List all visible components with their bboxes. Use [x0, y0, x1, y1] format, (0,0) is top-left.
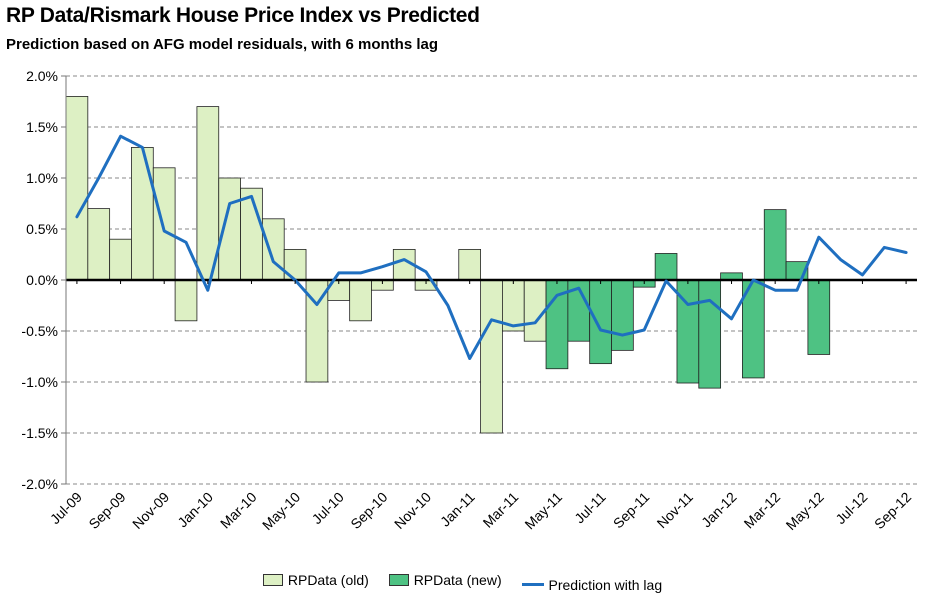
bar-old [523, 279, 547, 342]
legend-swatch-prediction [521, 583, 544, 586]
x-tick-label: Mar-12 [741, 489, 784, 532]
x-tick-label: Jul-10 [309, 489, 347, 527]
x-tick-label: May-12 [783, 489, 827, 533]
x-tick-label: Jul-11 [571, 489, 609, 527]
chart-subtitle: Prediction based on AFG model residuals,… [6, 36, 439, 53]
y-tick-label: -0.5% [21, 323, 58, 339]
bar-old [261, 218, 285, 281]
x-tick-label: Jul-09 [47, 489, 85, 527]
x-tick-label: Jan-10 [174, 489, 216, 531]
y-tick-label: 2.0% [26, 68, 58, 84]
y-tick-label: 1.5% [26, 119, 58, 135]
y-tick-label: 0.5% [26, 221, 58, 237]
bar-new [763, 209, 787, 281]
bar-old [174, 279, 198, 322]
bar-old [87, 208, 111, 281]
legend-item-new: RPData (new) [388, 572, 502, 588]
x-tick-label: Mar-10 [217, 489, 260, 532]
x-tick-label: Mar-11 [480, 489, 522, 531]
prediction-line [75, 134, 908, 360]
bar-new [589, 279, 612, 365]
chart-title: RP Data/Rismark House Price Index vs Pre… [6, 4, 480, 27]
legend-swatch-new [388, 574, 409, 586]
legend-label-new: RPData (new) [413, 572, 502, 588]
y-tick-label: -2.0% [21, 476, 58, 492]
legend-label-old: RPData (old) [287, 572, 369, 588]
bar-old [152, 167, 176, 281]
x-tick-label: Sep-11 [610, 489, 653, 532]
x-tick-label: Nov-09 [129, 489, 172, 532]
y-tick-label: -1.0% [21, 374, 58, 390]
x-tick-label: Jan-11 [437, 489, 478, 530]
x-tick-label: Sep-09 [85, 489, 128, 532]
y-tick-label: -1.5% [21, 425, 58, 441]
x-tick-label: Sep-12 [871, 489, 914, 532]
y-tick-label: 1.0% [26, 170, 58, 186]
x-tick-label: May-10 [259, 489, 303, 533]
legend-swatch-old [262, 574, 283, 586]
x-tick-label: Sep-10 [347, 489, 390, 532]
legend-item-old: RPData (old) [262, 572, 369, 588]
bar-old [109, 238, 132, 281]
bar-old [349, 279, 372, 322]
legend: RPData (old) RPData (new) Prediction wit… [0, 572, 925, 593]
bar-old [480, 279, 503, 434]
x-tick-label: Nov-11 [654, 489, 697, 532]
bar-new [611, 279, 634, 351]
bar-new [807, 279, 831, 355]
legend-label-prediction: Prediction with lag [548, 576, 663, 593]
bar-old [240, 187, 263, 281]
bar-old [65, 96, 89, 281]
legend-item-prediction: Prediction with lag [521, 576, 663, 593]
x-tick-label: Nov-10 [391, 489, 434, 532]
bar-old [131, 146, 154, 281]
bar-new [654, 253, 678, 281]
x-tick-label: Jan-12 [698, 489, 740, 531]
x-tick-label: May-11 [521, 489, 565, 533]
y-tick-label: 0.0% [26, 272, 58, 288]
bar-new [698, 279, 722, 389]
bar-old [458, 248, 481, 281]
x-tick-label: Jul-12 [832, 489, 870, 527]
